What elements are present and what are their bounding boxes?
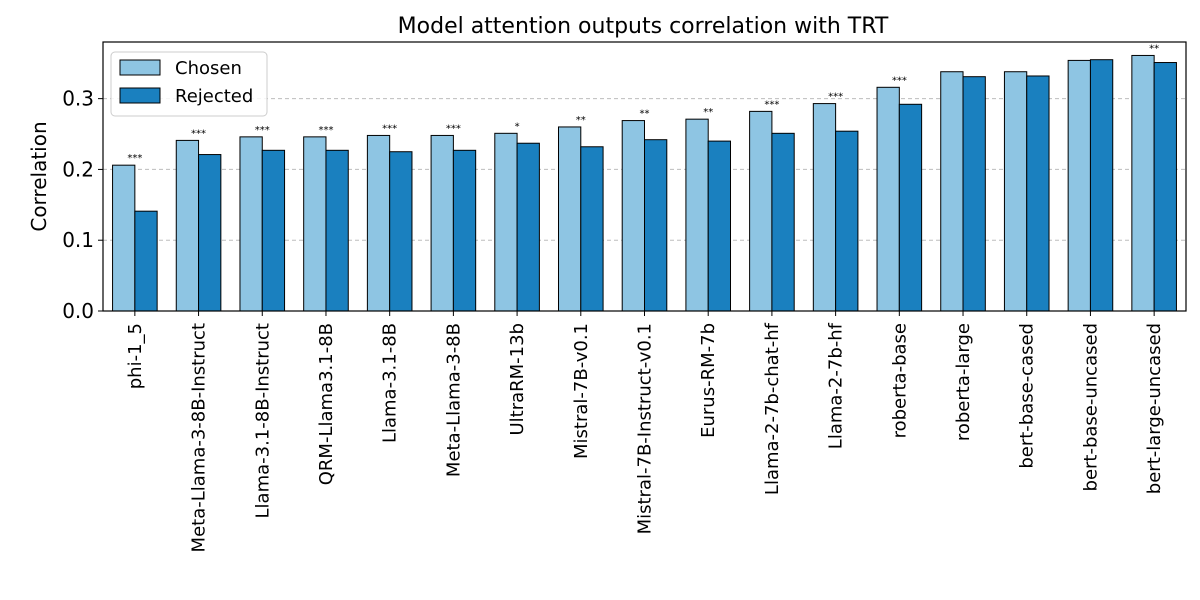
significance-marker: ** — [1149, 43, 1159, 54]
x-tick-label: Meta-Llama-3-8B — [443, 323, 464, 477]
x-tick-label: roberta-base — [889, 323, 910, 438]
bar-chosen — [812, 103, 837, 312]
bar-chosen — [749, 110, 773, 312]
y-tick-label: 0.2 — [62, 157, 94, 181]
x-tick-label: bert-large-uncased — [1144, 323, 1165, 494]
x-tick-label: UltraRM-13b — [507, 323, 528, 436]
significance-marker: *** — [446, 123, 461, 134]
x-tick-label: bert-base-uncased — [1080, 323, 1101, 491]
bar-chosen — [1003, 71, 1028, 312]
significance-marker: *** — [127, 153, 142, 164]
y-axis-ticks: 0.0 0.1 0.2 0.3 — [62, 87, 103, 323]
bar-rejected — [261, 149, 286, 312]
bar-chosen — [303, 136, 327, 312]
legend-swatch-rejected — [119, 87, 161, 104]
bar-rejected — [325, 149, 349, 312]
x-tick-label: phi-1_5 — [125, 323, 146, 389]
bar-chosen — [239, 136, 263, 312]
legend: Chosen Rejected — [110, 51, 268, 117]
significance-marker: *** — [764, 99, 779, 110]
bar-chosen — [494, 132, 518, 312]
y-tick-label: 0.1 — [62, 228, 94, 252]
x-tick-label: Eurus-RM-7b — [698, 323, 719, 438]
bar-chosen — [175, 139, 200, 312]
significance-marker: * — [515, 121, 520, 132]
bar-rejected — [516, 142, 540, 312]
bar-rejected — [1089, 59, 1114, 312]
significance-marker: *** — [892, 75, 907, 86]
bar-rejected — [1026, 75, 1050, 312]
significance-marker: *** — [191, 128, 206, 139]
significance-marker: *** — [318, 125, 333, 136]
bar-chosen — [430, 134, 454, 312]
bar-chosen — [557, 126, 582, 312]
significance-marker: ** — [576, 115, 586, 126]
x-tick-label: Llama-2-7b-hf — [826, 322, 847, 449]
significance-marker: *** — [382, 123, 397, 134]
x-tick-label: Llama-3.1-8B-Instruct — [252, 323, 273, 518]
bar-rejected — [134, 210, 158, 312]
significance-marker: ** — [703, 107, 713, 118]
chart-title: Model attention outputs correlation with… — [398, 14, 889, 39]
significance-marker: *** — [828, 92, 843, 103]
bar-rejected — [452, 149, 477, 312]
x-tick-label: Llama-2-7b-chat-hf — [762, 322, 783, 495]
bar-rejected — [962, 76, 986, 312]
x-tick-label: Llama-3.1-8B — [380, 323, 401, 443]
bar-rejected — [580, 146, 604, 312]
bar-chosen — [112, 164, 136, 312]
x-tick-label: Mistral-7B-v0.1 — [571, 323, 592, 459]
bar-rejected — [1153, 62, 1177, 312]
significance-markers: ****** *** *** *** *** ***** ************* — [127, 43, 1159, 164]
legend-label-rejected: Rejected — [175, 86, 253, 107]
x-tick-label: bert-base-cased — [1017, 323, 1038, 469]
bar-chosen — [876, 86, 900, 312]
y-tick-label: 0.0 — [62, 299, 94, 323]
bar-rejected — [389, 151, 413, 312]
legend-swatch-chosen — [119, 59, 161, 76]
x-tick-label: QRM-Llama3.1-8B — [316, 323, 337, 485]
bars-group — [112, 54, 1177, 312]
y-tick-label: 0.3 — [62, 87, 94, 111]
bar-rejected — [644, 139, 668, 312]
significance-marker: ** — [640, 109, 650, 120]
x-tick-label: Mistral-7B-Instruct-v0.1 — [635, 323, 656, 534]
bar-rejected — [198, 154, 222, 312]
x-tick-label: Meta-Llama-3-8B-Instruct — [189, 323, 210, 552]
legend-label-chosen: Chosen — [175, 58, 242, 79]
bar-chosen — [1067, 59, 1091, 312]
significance-marker: *** — [255, 125, 270, 136]
bar-chosen — [940, 71, 964, 312]
bar-chosen — [366, 134, 391, 312]
bar-chosen — [1131, 54, 1155, 312]
bar-chosen — [621, 120, 645, 312]
x-axis-ticks: phi-1_5 Meta-Llama-3-8B-Instruct Llama-3.1… — [125, 311, 1165, 552]
x-tick-label: roberta-large — [953, 323, 974, 441]
bar-rejected — [898, 103, 923, 312]
bar-chosen — [685, 118, 709, 312]
bar-rejected — [771, 132, 795, 312]
y-axis-label: Correlation — [27, 121, 51, 231]
bar-rejected — [707, 140, 732, 312]
bar-rejected — [835, 130, 859, 312]
